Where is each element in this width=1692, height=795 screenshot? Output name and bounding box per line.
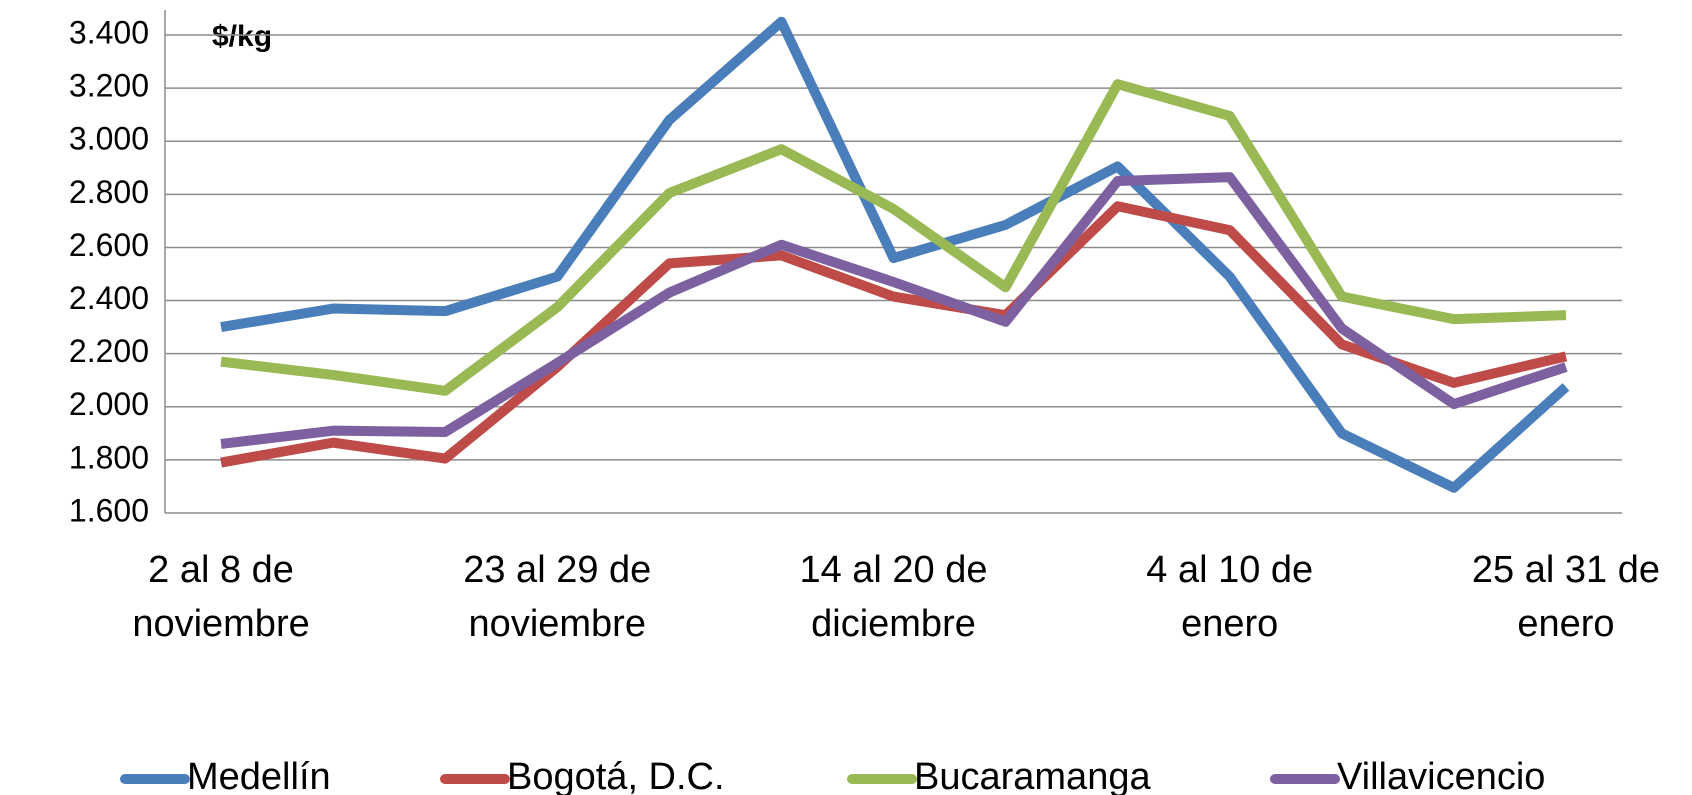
- y-tick-label: 3.200: [69, 68, 149, 104]
- y-tick-label: 2.200: [69, 333, 149, 369]
- x-tick-label: 2 al 8 de noviembre: [132, 549, 310, 645]
- legend-label: Villavicencio: [1337, 756, 1545, 795]
- legend-label: Bucaramanga: [914, 756, 1151, 795]
- unit-label: $/kg: [212, 20, 272, 53]
- series-line: [220, 79, 1567, 396]
- y-tick-label: 3.000: [69, 121, 149, 157]
- series-line: [220, 16, 1570, 493]
- series-line: [220, 201, 1568, 468]
- series-line: [220, 172, 1568, 449]
- x-tick-label: 14 al 20 de diciembre: [799, 549, 988, 645]
- y-tick-label: 3.400: [69, 14, 149, 50]
- legend-label: Medellín: [187, 756, 331, 795]
- x-tick-label: 23 al 29 de noviembre: [463, 549, 652, 645]
- y-tick-label: 2.400: [69, 280, 149, 316]
- y-tick-label: 2.000: [69, 386, 149, 422]
- y-tick-label: 1.600: [69, 492, 149, 528]
- y-tick-label: 2.800: [69, 174, 149, 210]
- legend-label: Bogotá, D.C.: [507, 756, 725, 795]
- x-tick-label: 25 al 31 de enero: [1471, 549, 1660, 645]
- x-tick-label: 4 al 10 de enero: [1146, 549, 1314, 645]
- y-tick-label: 2.600: [69, 227, 149, 263]
- y-tick-label: 1.800: [69, 439, 149, 475]
